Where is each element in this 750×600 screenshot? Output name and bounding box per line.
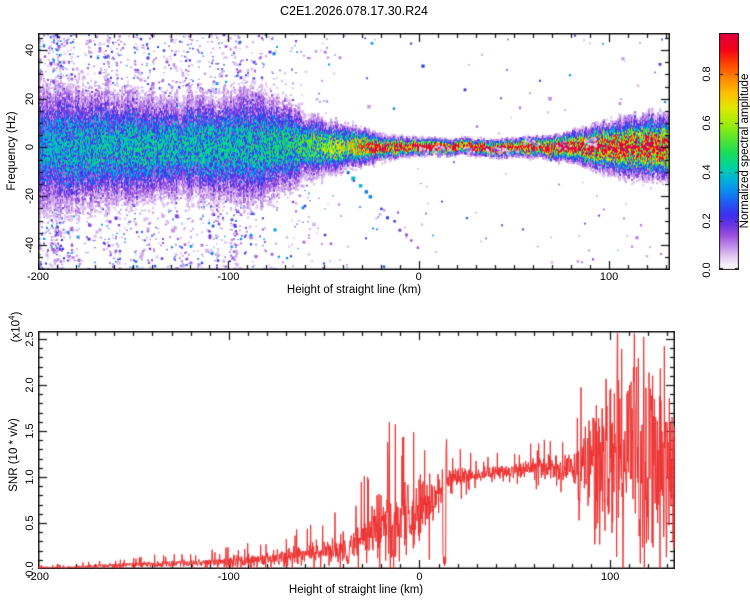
- spectrogram-y-tick-label: 20: [24, 92, 36, 105]
- colorbar-tick-label: 0.8: [701, 65, 713, 82]
- snr-x-tick-label: 0: [416, 571, 423, 583]
- spectrogram-x-tick-label: 100: [599, 271, 619, 283]
- snr-x-axis-label: Height of straight line (km): [288, 584, 424, 596]
- colorbar-label: Normalized spectral amplitude: [739, 73, 750, 229]
- snr-y-tick-label: 0.0: [24, 561, 36, 577]
- spectrogram-y-tick-label: -20: [24, 188, 36, 205]
- snr-x-tick-label: -200: [26, 571, 50, 583]
- snr-scale-label: (x104): [7, 311, 23, 343]
- snr-x-tick-label: -100: [217, 571, 240, 583]
- spectrogram-x-tick-label: -200: [26, 271, 50, 283]
- snr-y-tick-label: 0.5: [24, 515, 36, 531]
- spectrogram-y-tick-label: 0: [24, 144, 36, 151]
- snr-y-tick-label: 1.0: [24, 469, 36, 485]
- snr-canvas: [38, 331, 675, 569]
- spectrogram-y-axis-label: Frequency (Hz): [6, 111, 18, 191]
- spectrogram-x-tick-label: 0: [415, 271, 422, 283]
- colorbar-canvas: [719, 33, 739, 270]
- snr-y-axis-label: SNR (10 * v/v): [8, 418, 20, 492]
- plot-title: C2E1.2026.078.17.30.R24: [279, 4, 429, 18]
- snr-y-tick-label: 2.0: [24, 377, 36, 393]
- spectrogram-x-axis-label: Height of straight line (km): [286, 284, 422, 296]
- colorbar-tick-label: 0.0: [701, 262, 713, 278]
- spectrogram-y-tick-label: -40: [24, 236, 36, 253]
- colorbar-tick-label: 0.6: [701, 114, 713, 131]
- snr-y-tick-label: 2.5: [24, 331, 36, 347]
- colorbar-tick-label: 0.4: [701, 164, 713, 180]
- spectrogram-x-tick-label: -100: [217, 271, 240, 283]
- spectrogram-canvas: [38, 33, 670, 270]
- snr-y-tick-label: 1.5: [24, 423, 36, 439]
- spectrogram-y-tick-label: 40: [24, 43, 36, 57]
- snr-x-tick-label: 100: [600, 571, 620, 583]
- colorbar-tick-label: 0.2: [701, 213, 713, 229]
